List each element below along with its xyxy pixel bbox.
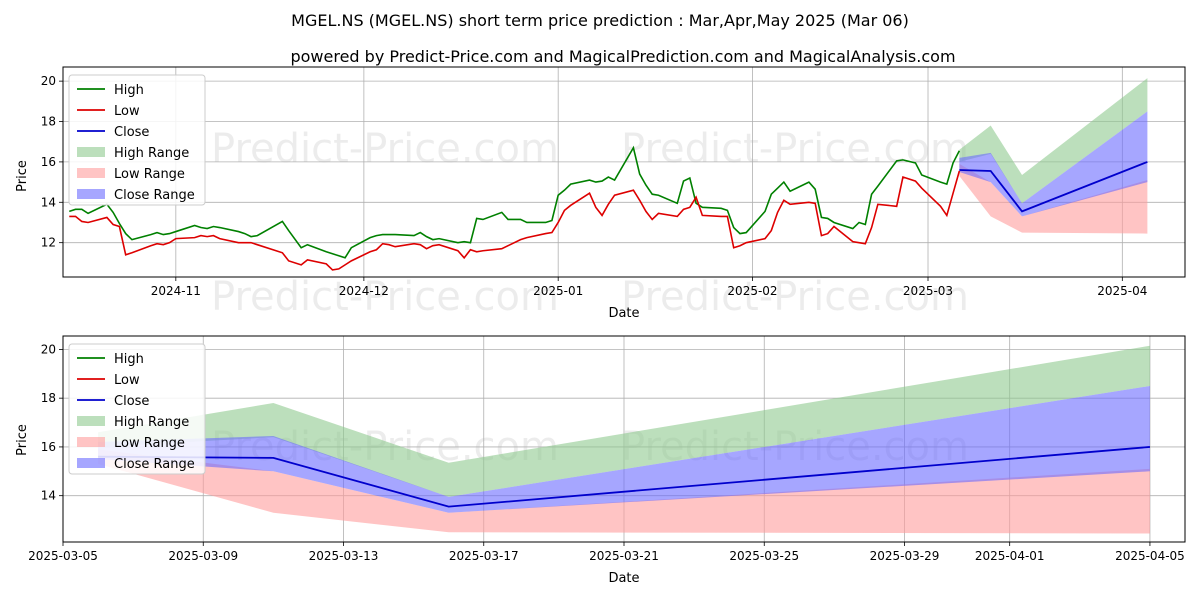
y-tick-label: 18: [41, 391, 56, 405]
low-range-band: [959, 163, 1148, 234]
x-tick-label: 2025-04-01: [975, 549, 1045, 563]
lower-y-axis-label: Price: [15, 424, 30, 456]
legend-low-range-swatch: [77, 168, 105, 178]
legend-close-range-swatch: [77, 458, 105, 468]
high-range-band: [959, 78, 1148, 204]
legend-close-label: Close: [114, 394, 149, 409]
upper-legend: High Low Close High Range Low Range Close Ran…: [68, 74, 206, 206]
y-tick-label: 16: [41, 155, 56, 169]
watermark: Predict-Price.com: [211, 274, 559, 320]
legend-high-range-label: High Range: [114, 415, 189, 430]
upper-series-lines: [69, 145, 1148, 271]
legend-close-range-label: Close Range: [114, 457, 195, 472]
x-tick-label: 2025-03: [903, 284, 953, 298]
legend-low-range-swatch: [77, 437, 105, 447]
legend-low-label: Low: [114, 104, 140, 119]
close-series-line: [959, 161, 1148, 213]
upper-watermarks: Predict-Price.com Predict-Price.com Pred…: [211, 126, 969, 320]
y-tick-label: 14: [41, 489, 56, 503]
low-range-band: [98, 449, 1150, 534]
x-tick-label: 2025-03-21: [589, 549, 659, 563]
y-tick-label: 18: [41, 115, 56, 129]
legend-high-range-swatch: [77, 416, 105, 426]
upper-grid: [63, 67, 1185, 277]
x-tick-label: 2025-03-13: [309, 549, 379, 563]
upper-range-bands: [959, 78, 1148, 234]
upper-x-axis-label: Date: [608, 306, 639, 321]
upper-plot-frame: [62, 66, 1186, 278]
legend-low-range-label: Low Range: [114, 167, 185, 182]
x-tick-label: 2025-03-05: [28, 549, 98, 563]
high-range-band: [98, 345, 1150, 497]
x-tick-label: 2025-03-17: [449, 549, 519, 563]
y-tick-label: 12: [41, 236, 56, 250]
legend-close-label: Close: [114, 125, 149, 140]
legend-low-label: Low: [114, 373, 140, 388]
upper-chart-panel: Predict-Price.com Predict-Price.com Pred…: [15, 66, 1186, 321]
y-tick-label: 20: [41, 74, 56, 88]
x-tick-label: 2025-02: [727, 284, 777, 298]
legend-close-range-label: Close Range: [114, 188, 195, 203]
lower-range-bands: [98, 345, 1150, 534]
y-tick-label: 14: [41, 195, 56, 209]
upper-axis-ticks: 2024-11 2024-12 2025-01 2025-02 2025-03 2025-…: [41, 74, 1148, 298]
lower-chart-panel: Predict-Price.com Predict-Price.com 2025…: [15, 335, 1186, 586]
watermark: Predict-Price.com: [211, 126, 559, 172]
lower-axis-ticks: 2025-03-05 2025-03-09 2025-03-13 2025-03-17…: [28, 342, 1185, 563]
x-tick-label: 2025-01: [533, 284, 583, 298]
upper-y-axis-label: Price: [15, 160, 30, 192]
high-series-line: [69, 145, 961, 259]
x-tick-label: 2024-12: [339, 284, 389, 298]
y-tick-label: 16: [41, 440, 56, 454]
legend-high-range-label: High Range: [114, 146, 189, 161]
x-tick-label: 2025-04-05: [1115, 549, 1185, 563]
legend-high-range-swatch: [77, 147, 105, 157]
close-range-band: [98, 385, 1150, 513]
y-tick-label: 20: [41, 342, 56, 356]
x-tick-label: 2025-03-25: [729, 549, 799, 563]
x-tick-label: 2025-04: [1097, 284, 1147, 298]
lower-x-axis-label: Date: [608, 571, 639, 586]
chart-title: MGEL.NS (MGEL.NS) short term price predi…: [291, 11, 909, 30]
x-tick-label: 2025-03-09: [168, 549, 238, 563]
chart-subtitle: powered by Predict-Price.com and Magical…: [290, 47, 955, 66]
lower-legend: High Low Close High Range Low Range Close Ran…: [68, 343, 206, 475]
x-tick-label: 2024-11: [151, 284, 201, 298]
watermark: Predict-Price.com: [621, 126, 969, 172]
legend-close-range-swatch: [77, 189, 105, 199]
legend-high-label: High: [114, 83, 144, 98]
watermark: Predict-Price.com: [621, 274, 969, 320]
x-tick-label: 2025-03-29: [870, 549, 940, 563]
legend-high-label: High: [114, 352, 144, 367]
legend-low-range-label: Low Range: [114, 436, 185, 451]
low-series-line: [69, 170, 961, 271]
